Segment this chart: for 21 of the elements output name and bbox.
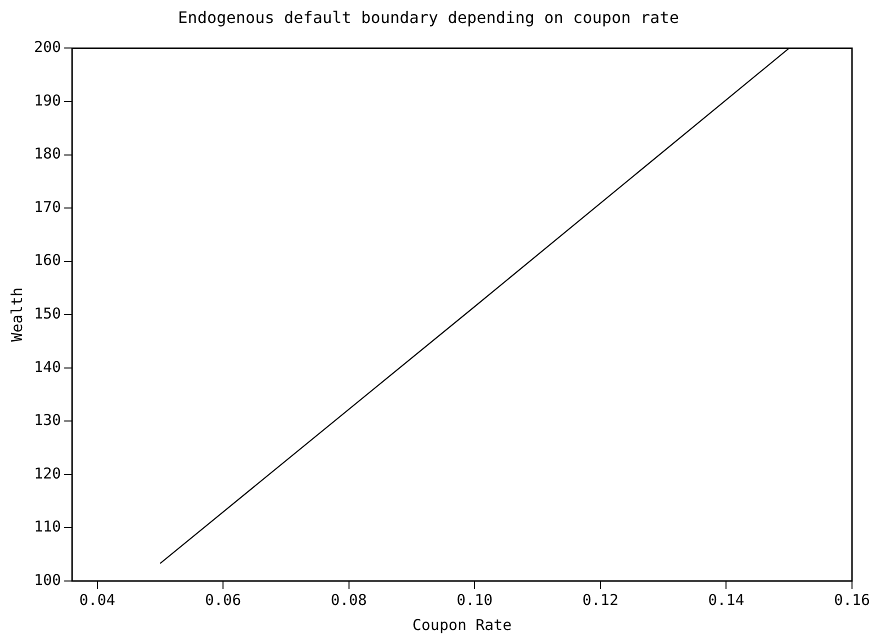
y-tick-label: 130 [34, 411, 62, 430]
y-tick-label: 140 [34, 358, 62, 376]
x-tick-label: 0.04 [79, 590, 116, 609]
y-tick-label: 200 [34, 38, 62, 56]
x-tick-label: 0.06 [204, 590, 242, 609]
x-tick-label: 0.14 [708, 590, 744, 609]
y-tick-label: 100 [34, 570, 62, 589]
x-axis-title: Coupon Rate [412, 616, 512, 634]
y-tick-label: 150 [34, 304, 62, 322]
y-tick-label: 160 [34, 251, 62, 270]
y-tick-label: 180 [34, 144, 62, 163]
x-tick-label: 0.12 [582, 590, 618, 609]
chart-title: Endogenous default boundary depending on coupon rate [178, 8, 679, 27]
x-tick-label: 0.08 [330, 590, 367, 609]
x-tick-label: 0.16 [834, 590, 870, 609]
y-tick-label: 110 [34, 518, 62, 536]
y-tick-label: 120 [34, 464, 62, 482]
y-axis-title: Wealth [8, 288, 26, 342]
y-tick-label: 170 [34, 198, 62, 216]
x-tick-label: 0.10 [456, 590, 493, 609]
y-tick-label: 190 [34, 91, 62, 110]
